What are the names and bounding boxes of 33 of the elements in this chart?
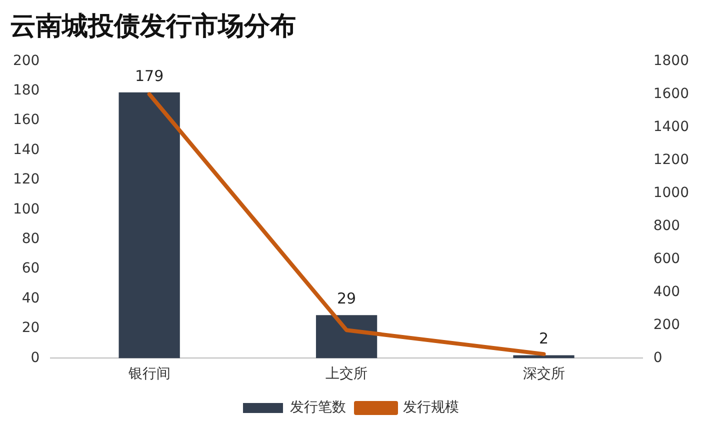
legend-label: 发行笔数	[290, 400, 346, 416]
bar	[118, 92, 180, 358]
y2-tick-label: 400	[653, 284, 680, 300]
x-tick-label: 银行间	[127, 366, 170, 382]
y2-tick-label: 1600	[653, 86, 690, 102]
data-label: 29	[337, 290, 356, 308]
y2-tick-label: 200	[653, 316, 680, 333]
y2-tick-label: 800	[653, 218, 680, 234]
y-tick-label: 120	[12, 172, 40, 188]
bar	[316, 315, 378, 358]
y-tick-label: 200	[12, 52, 40, 69]
y2-tick-label: 1200	[653, 152, 690, 168]
y-tick-label: 0	[30, 350, 40, 366]
y2-tick-label: 0	[653, 350, 662, 366]
y2-tick-label: 1400	[653, 118, 690, 135]
y-tick-label: 80	[22, 231, 40, 248]
y-tick-label: 40	[22, 290, 40, 306]
y-tick-label: 160	[12, 112, 40, 128]
y2-tick-label: 1800	[653, 52, 690, 69]
y2-tick-label: 600	[653, 250, 680, 267]
chart-title: 云南城投债发行市场分布	[10, 11, 296, 42]
bar	[513, 355, 574, 358]
y-tick-label: 20	[22, 320, 40, 336]
y-tick-label: 60	[22, 260, 40, 277]
y2-tick-label: 1000	[653, 184, 690, 201]
x-tick-label: 上交所	[326, 366, 368, 382]
y-tick-label: 140	[12, 142, 40, 158]
y-tick-label: 180	[12, 82, 40, 99]
data-label: 179	[135, 66, 164, 85]
y-tick-label: 100	[12, 201, 40, 218]
legend-label: 发行规模	[403, 400, 459, 416]
x-tick-label: 深交所	[522, 366, 565, 382]
data-label: 2	[538, 330, 549, 348]
